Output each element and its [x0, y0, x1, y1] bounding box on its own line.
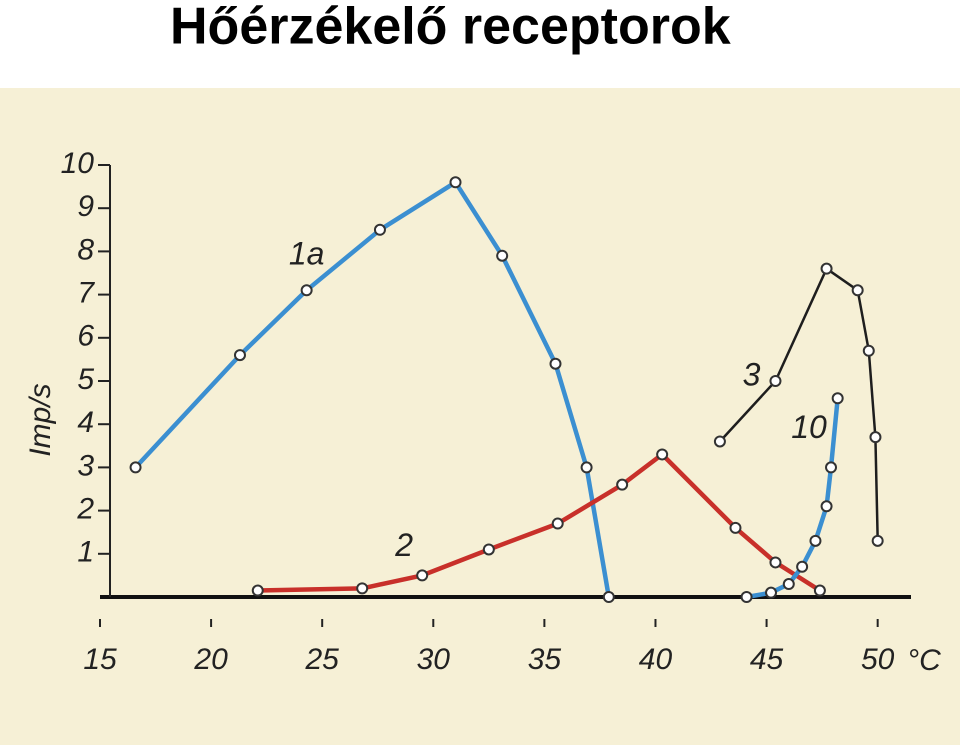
data-point — [740, 591, 753, 603]
data-point — [825, 461, 838, 474]
series-label: 3 — [743, 356, 761, 392]
data-point — [602, 591, 615, 603]
data-point — [300, 284, 313, 297]
x-tick-label: 25 — [305, 643, 340, 676]
data-point — [765, 586, 778, 599]
y-tick-label: 1 — [77, 536, 94, 569]
data-point — [769, 556, 782, 569]
data-point — [871, 534, 884, 547]
data-point — [551, 517, 564, 530]
data-point — [129, 461, 142, 474]
data-point — [356, 582, 369, 595]
data-point — [820, 500, 833, 513]
data-point — [549, 357, 562, 370]
x-axis-label: °C — [907, 644, 941, 677]
y-tick-label: 5 — [77, 363, 94, 396]
y-tick-label: 9 — [77, 190, 94, 223]
y-tick-label: 4 — [77, 406, 94, 439]
x-tick-label: 50 — [861, 643, 895, 676]
x-tick-label: 30 — [417, 643, 451, 676]
data-point — [862, 344, 875, 357]
y-tick-label: 3 — [77, 449, 94, 482]
y-tick-label: 10 — [61, 147, 95, 180]
data-point — [796, 560, 809, 573]
data-point — [496, 249, 509, 262]
series-label: 10 — [791, 409, 827, 445]
series-label: 1a — [289, 236, 325, 272]
y-tick-label: 8 — [77, 233, 94, 266]
data-point — [373, 223, 386, 236]
data-point — [820, 262, 833, 275]
paper — [0, 88, 960, 745]
data-point — [233, 349, 246, 362]
data-point — [482, 543, 495, 556]
data-point — [713, 435, 726, 448]
data-point — [809, 534, 822, 547]
x-tick-label: 35 — [528, 643, 562, 676]
data-point — [580, 461, 593, 474]
data-point — [416, 569, 429, 582]
data-point — [831, 392, 844, 405]
x-tick-label: 40 — [639, 643, 673, 676]
data-point — [449, 176, 462, 189]
y-axis-label: Imp/s — [24, 383, 57, 456]
y-tick-label: 6 — [77, 320, 94, 353]
data-point — [813, 584, 826, 597]
data-point — [769, 375, 782, 387]
data-point — [616, 478, 629, 491]
series-label: 2 — [394, 527, 413, 563]
data-point — [869, 431, 882, 444]
chart-title: Hőérzékelő receptorok — [170, 0, 731, 56]
y-tick-label: 7 — [77, 277, 95, 310]
x-tick-label: 15 — [83, 643, 117, 676]
data-point — [656, 448, 669, 461]
x-tick-label: 45 — [750, 643, 784, 676]
data-point — [251, 584, 264, 597]
y-tick-label: 2 — [76, 493, 94, 526]
x-tick-label: 20 — [193, 643, 228, 676]
series-line — [257, 452, 822, 593]
data-point — [851, 284, 864, 297]
data-point — [729, 521, 742, 534]
data-point — [782, 578, 795, 591]
